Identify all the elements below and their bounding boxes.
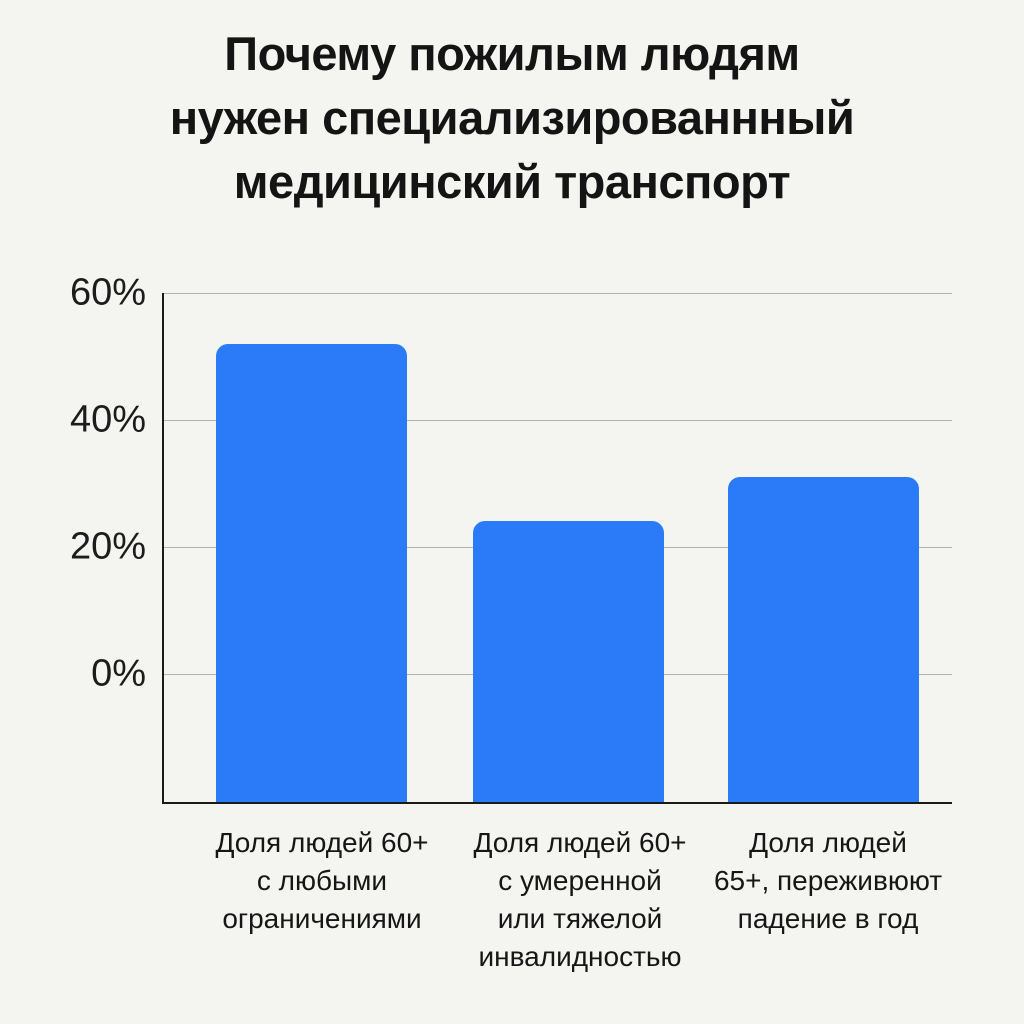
bar-3 (728, 477, 919, 802)
y-axis-line (162, 293, 164, 804)
y-tick-label-0: 0% (91, 652, 146, 695)
x-category-label-1: Доля людей 60+ с любыми ограничениями (215, 827, 429, 934)
gridline-60 (164, 293, 952, 294)
bar-1 (216, 344, 407, 802)
bar-2 (473, 521, 664, 802)
x-axis-line (162, 802, 952, 804)
x-category-label-2: Доля людей 60+ с умеренной или тяжелой и… (473, 827, 687, 972)
y-tick-label-40: 40% (69, 398, 146, 441)
y-tick-label-60: 60% (69, 271, 146, 314)
chart-title: Почему пожилым людям нужен специализиров… (169, 27, 855, 208)
gridline-40 (164, 420, 952, 421)
x-category-label-3: Доля людей 65+, переживюют падение в год (713, 827, 943, 934)
y-tick-label-20: 20% (69, 525, 146, 568)
